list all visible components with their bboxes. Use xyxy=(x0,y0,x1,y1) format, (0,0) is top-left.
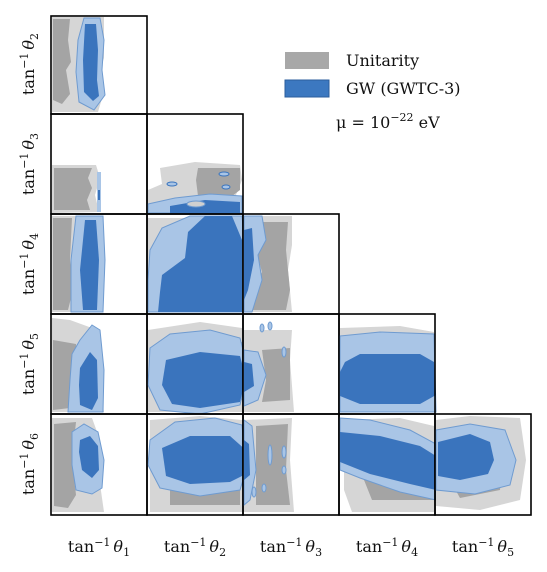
gw-inner-contour xyxy=(340,354,436,404)
panel-theta6-theta2 xyxy=(146,413,248,516)
unitarity-inner-contour xyxy=(256,424,290,505)
panel-theta6-theta3 xyxy=(242,413,340,516)
y-axis-labels: tan−1θ2 tan−1θ3 tan−1θ4 tan−1θ5 tan−1θ6 xyxy=(18,33,41,495)
gw-island xyxy=(221,184,231,190)
x-axis-labels: tan−1 θ1 tan−1 θ2 tan−1 θ3 tan−1 θ4 tan−1 θ5 xyxy=(68,536,514,559)
y-label-theta4: tan−1θ4 xyxy=(18,233,41,295)
x-label-theta2: tan−1 θ2 xyxy=(164,536,226,559)
unitarity-inner-contour xyxy=(54,422,76,508)
gw-outer-contour xyxy=(243,419,257,507)
gw-inner-contour xyxy=(80,220,99,310)
gw-inner-contour xyxy=(162,352,246,408)
x-label-theta3: tan−1 θ3 xyxy=(260,536,322,559)
unitarity-inner-contour xyxy=(262,348,290,402)
legend-swatch-gw xyxy=(284,79,330,98)
panel-theta6-theta4 xyxy=(338,413,437,516)
gw-island xyxy=(259,323,265,333)
gw-inner-contour xyxy=(79,436,99,478)
gw-island xyxy=(251,486,257,498)
gw-island xyxy=(267,444,273,466)
unitarity-inner-contour xyxy=(53,218,73,310)
gw-inner-contour xyxy=(158,216,242,312)
legend-label-unitarity: Unitarity xyxy=(346,51,419,70)
unitarity-inner-contour xyxy=(53,19,71,104)
y-label-theta6: tan−1θ6 xyxy=(18,433,41,495)
panel-frame xyxy=(434,413,532,516)
gw-island xyxy=(281,445,287,459)
x-label-theta1: tan−1 θ1 xyxy=(68,536,130,559)
panel-theta4-theta1 xyxy=(50,213,148,315)
panel-theta4-theta2 xyxy=(146,213,246,315)
gw-island xyxy=(261,483,267,493)
gw-island xyxy=(281,465,287,475)
legend-swatch-unitarity xyxy=(285,52,329,69)
panel-theta5-theta3 xyxy=(242,313,340,415)
gw-inner-contour xyxy=(244,362,254,392)
gw-island xyxy=(267,321,273,331)
gw-inner-contour xyxy=(79,352,98,410)
gw-island xyxy=(218,171,230,177)
mass-annotation: μ = 10−22 eV xyxy=(336,111,440,132)
gw-inner-contour xyxy=(244,440,250,480)
x-label-theta4: tan−1 θ4 xyxy=(356,536,418,559)
gw-island xyxy=(166,181,178,187)
gw-island xyxy=(186,200,206,208)
gw-inner-contour xyxy=(162,436,248,484)
panel-theta6-theta5 xyxy=(434,413,532,516)
unitarity-inner-contour xyxy=(196,168,240,196)
panel-theta5-theta4 xyxy=(338,313,437,415)
gw-inner-contour xyxy=(340,432,436,490)
gw-island xyxy=(281,346,287,358)
y-label-theta5: tan−1θ5 xyxy=(18,333,41,395)
y-label-theta3: tan−1θ3 xyxy=(18,133,41,195)
legend-label-gw: GW (GWTC-3) xyxy=(346,79,461,98)
panel-theta3-theta2 xyxy=(146,113,244,215)
panel-theta6-theta1 xyxy=(50,413,148,516)
panel-theta5-theta1 xyxy=(50,313,148,415)
panel-theta3-theta1 xyxy=(50,113,148,215)
legend: Unitarity GW (GWTC-3) μ = 10−22 eV xyxy=(284,51,461,132)
panel-theta4-theta3 xyxy=(242,213,340,315)
unitarity-inner-contour xyxy=(54,168,92,210)
panel-theta5-theta2 xyxy=(146,313,249,415)
gw-inner-contour xyxy=(83,24,99,101)
gw-inner-contour xyxy=(98,190,100,200)
panel-theta2-theta1 xyxy=(50,15,148,115)
y-label-theta2: tan−1θ2 xyxy=(18,33,41,95)
x-label-theta5: tan−1 θ5 xyxy=(452,536,514,559)
gw-inner-contour xyxy=(438,434,494,480)
gw-inner-contour xyxy=(244,228,254,300)
